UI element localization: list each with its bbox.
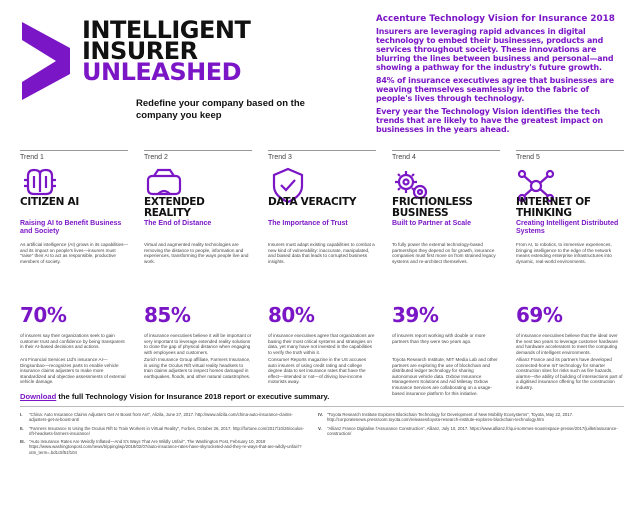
reference-number: II.: [20, 425, 24, 431]
trend-example: Allianz France and its partners have dev…: [516, 357, 623, 390]
trend-percentage: 85%: [144, 303, 191, 327]
trend-example: Ant Financial Services Ltd's insurance A…: [20, 357, 126, 385]
trend-percentage: 80%: [268, 303, 315, 327]
trend-example: Consumer Reports magazine in the US accu…: [268, 357, 367, 385]
reference-item: IV. "Toyota Research Institute Explores …: [318, 412, 618, 423]
vr-headset-icon: [146, 168, 182, 196]
trend-percentage-text: of insurers report working with double o…: [392, 333, 486, 344]
download-line: Download the full Technology Vision for …: [20, 392, 329, 401]
download-link[interactable]: Download: [20, 392, 57, 401]
trend-title: FRICTIONLESS BUSINESS: [392, 196, 473, 219]
hero-subtitle: Redefine your company based on the compa…: [136, 98, 305, 121]
hero-title-line3: UNLEASHED: [82, 58, 242, 86]
trend-percentage-text: of insurance executives believe that the…: [516, 333, 618, 355]
intro-paragraph-1: Insurers are leveraging rapid advances i…: [376, 27, 614, 72]
trend-percentage: 39%: [392, 303, 439, 327]
trend-label: Trend 2: [144, 150, 252, 161]
trend-column-5: Trend 5 INTERNET OF THINKING Creating In…: [516, 150, 624, 390]
trend-subtitle: The End of Distance: [144, 220, 212, 227]
reference-text: "China: Auto Insurance Claims Adjusters …: [29, 412, 293, 423]
trend-example: Toyota Research Institute, MIT Media Lab…: [392, 357, 498, 396]
trend-title: INTERNET OF THINKING: [516, 196, 591, 219]
shield-check-icon: [272, 167, 304, 204]
hero-title-line1: INTELLIGENT: [82, 16, 251, 44]
trend-percentage-text: of insurers say their organizations seek…: [20, 333, 125, 350]
trend-body: To fully power the external technology-b…: [392, 242, 496, 264]
reference-number: IV.: [318, 412, 323, 417]
reference-text: "Farmers Insurance Is Using the Oculus R…: [29, 425, 304, 436]
trend-subtitle: The Importance of Trust: [268, 220, 348, 227]
trend-column-1: Trend 1 CITIZEN AI Raising AI to Benefit…: [20, 150, 128, 390]
reference-number: I.: [20, 412, 23, 417]
reference-text: "Toyota Research Institute Explores Bloc…: [327, 412, 574, 423]
accenture-chevron-logo: [22, 22, 70, 100]
trend-label: Trend 3: [268, 150, 376, 161]
gears-icon: [395, 171, 428, 200]
trend-title: EXTENDED REALITY: [144, 196, 205, 219]
intro-paragraph-2: 84% of insurance executives agree that b…: [376, 76, 614, 103]
trend-column-2: Trend 2 EXTENDED REALITY The End of Dist…: [144, 150, 252, 390]
reference-text: "Auto Insurance Rates Are Weirdly Inflat…: [29, 439, 302, 455]
trend-label: Trend 1: [20, 150, 128, 161]
trend-percentage-text: of insurance executives agree that organ…: [268, 333, 375, 355]
trend-percentage: 69%: [516, 303, 563, 327]
reference-number: III.: [20, 439, 25, 445]
references-right: IV. "Toyota Research Institute Explores …: [318, 412, 618, 439]
trend-label: Trend 4: [392, 150, 500, 161]
trend-column-4: Trend 4 FRICTIONLESS BUSINESS Built to P…: [392, 150, 500, 396]
download-text: the full Technology Vision for Insurance…: [56, 392, 330, 401]
trend-example: Zurich Insurance Group affiliate, Farmer…: [144, 357, 251, 379]
hero-title: INTELLIGENT INSURER UNLEASHED: [82, 16, 251, 86]
trend-subtitle: Raising AI to Benefit Business and Socie…: [20, 220, 122, 235]
trend-percentage: 70%: [20, 303, 67, 327]
trend-subtitle: Creating Intelligent Distributed Systems: [516, 220, 619, 235]
trend-column-3: Trend 3 DATA VERACITY The Importance of …: [268, 150, 376, 390]
intro-block: Accenture Technology Vision for Insuranc…: [376, 14, 626, 138]
divider: [20, 406, 624, 407]
trend-percentage-text: of insurance executives believe it will …: [144, 333, 252, 355]
reference-number: V.: [318, 425, 322, 431]
network-brain-icon: [517, 169, 555, 203]
hero-title-line2: INSURER: [82, 37, 198, 65]
reference-item: I. "China: Auto Insurance Claims Adjuste…: [20, 412, 305, 423]
trend-title: CITIZEN AI: [20, 196, 79, 208]
ai-brain-icon: [24, 168, 56, 196]
trend-body: From AI, to robotics, to immersive exper…: [516, 242, 612, 264]
trend-body: Virtual and augmented reality technologi…: [144, 242, 249, 264]
reference-item: V. "Allianz France Digitalise l'Assuranc…: [318, 426, 618, 437]
trend-body: As artificial intelligence (AI) grows in…: [20, 242, 128, 264]
reference-item: II. "Farmers Insurance Is Using the Ocul…: [20, 426, 305, 437]
reference-item: III. "Auto Insurance Rates Are Weirdly I…: [20, 439, 305, 455]
intro-title: Accenture Technology Vision for Insuranc…: [376, 14, 615, 24]
intro-paragraph-3: Every year the Technology Vision identif…: [376, 107, 604, 134]
trend-label: Trend 5: [516, 150, 624, 161]
trend-body: Insurers must adapt existing capabilitie…: [268, 242, 375, 264]
trends-grid: Trend 1 CITIZEN AI Raising AI to Benefit…: [20, 150, 624, 396]
references-left: I. "China: Auto Insurance Claims Adjuste…: [20, 412, 305, 458]
reference-text: "Allianz France Digitalise l'Assurance C…: [327, 425, 618, 436]
trend-title: DATA VERACITY: [268, 196, 357, 208]
trend-subtitle: Built to Partner at Scale: [392, 220, 471, 227]
